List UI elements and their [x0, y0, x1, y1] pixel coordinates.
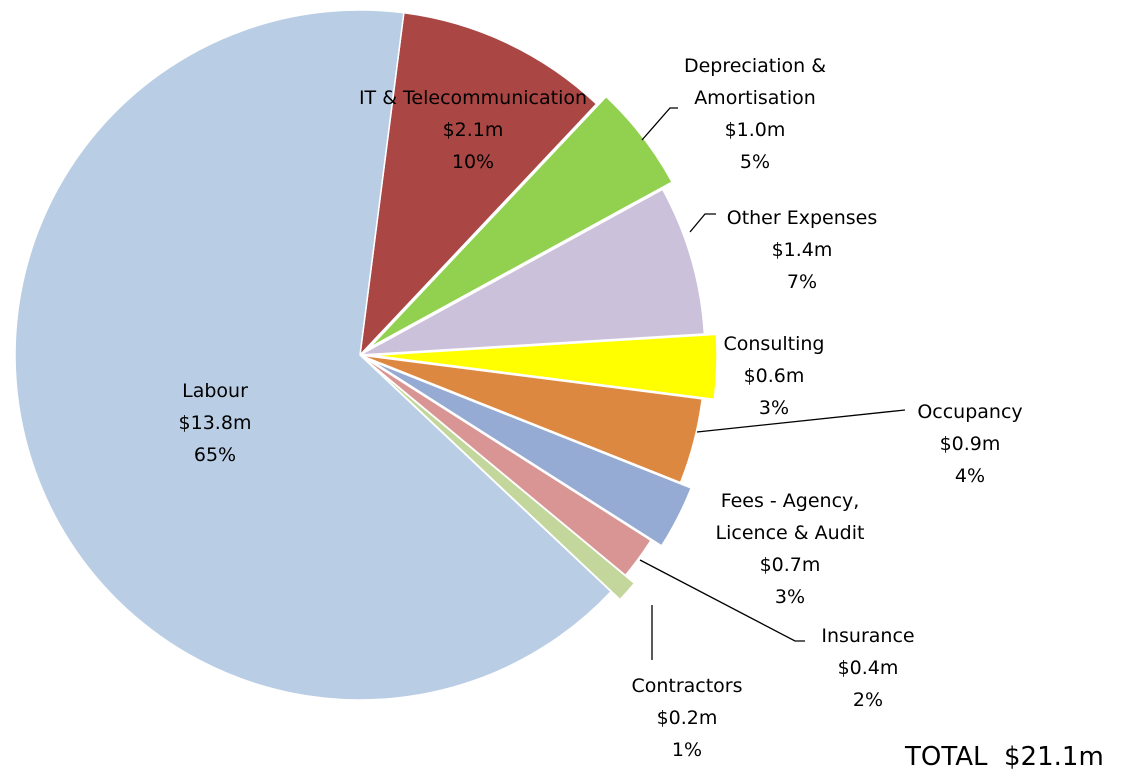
data-label: Insurance $0.4m 2% — [768, 620, 968, 716]
data-label: Fees - Agency, Licence & Audit $0.7m 3% — [700, 485, 880, 613]
pie-slice — [370, 359, 693, 547]
amount-label: $1.4m — [771, 239, 833, 261]
category-label: Consulting — [723, 333, 825, 355]
category-label: Fees - Agency, Licence & Audit — [715, 490, 865, 544]
category-label: Occupancy — [917, 401, 1023, 423]
leader-line — [689, 213, 716, 233]
data-label: Other Expenses $1.4m 7% — [682, 202, 922, 298]
total-label: TOTAL $21.1m — [905, 742, 1104, 772]
value-label: 65% — [193, 444, 237, 466]
pie-slice — [359, 188, 706, 356]
value-label: 3% — [774, 586, 806, 608]
category-label: Insurance — [821, 625, 915, 647]
pie-slice — [359, 354, 704, 484]
category-label: Depreciation & Amortisation — [683, 55, 827, 109]
pie-slice — [368, 95, 674, 349]
value-label: 3% — [758, 397, 790, 419]
value-label: 1% — [671, 739, 703, 761]
data-label: Labour $13.8m 65% — [115, 375, 315, 471]
value-label: 7% — [786, 271, 818, 293]
pie-slice — [14, 9, 613, 701]
amount-label: $0.9m — [939, 433, 1001, 455]
value-label: 5% — [739, 151, 771, 173]
data-label: Occupancy $0.9m 4% — [870, 396, 1070, 492]
amount-label: $0.6m — [743, 365, 805, 387]
pie-slice — [368, 362, 636, 601]
amount-label: $2.1m — [442, 119, 504, 141]
category-label: IT & Telecommunication — [358, 87, 588, 109]
amount-label: $0.7m — [759, 554, 821, 576]
pie-slice — [358, 11, 598, 358]
amount-label: $13.8m — [178, 412, 252, 434]
data-label: IT & Telecommunication $2.1m 10% — [358, 82, 588, 178]
amount-label: $0.2m — [656, 707, 718, 729]
leader-line — [639, 559, 805, 642]
amount-label: $1.0m — [724, 119, 786, 141]
value-label: 4% — [954, 465, 986, 487]
pie-slice — [371, 333, 718, 401]
data-label: Consulting $0.6m 3% — [674, 328, 874, 424]
amount-label: $0.4m — [837, 657, 899, 679]
value-label: 2% — [852, 689, 884, 711]
category-label: Labour — [182, 380, 248, 402]
data-label: Depreciation & Amortisation $1.0m 5% — [665, 50, 845, 178]
leader-line — [696, 409, 906, 433]
data-label: Contractors $0.2m 1% — [587, 670, 787, 766]
category-label: Contractors — [631, 675, 743, 697]
leader-line — [641, 107, 678, 141]
value-label: 10% — [451, 151, 495, 173]
category-label: Other Expenses — [726, 207, 878, 229]
